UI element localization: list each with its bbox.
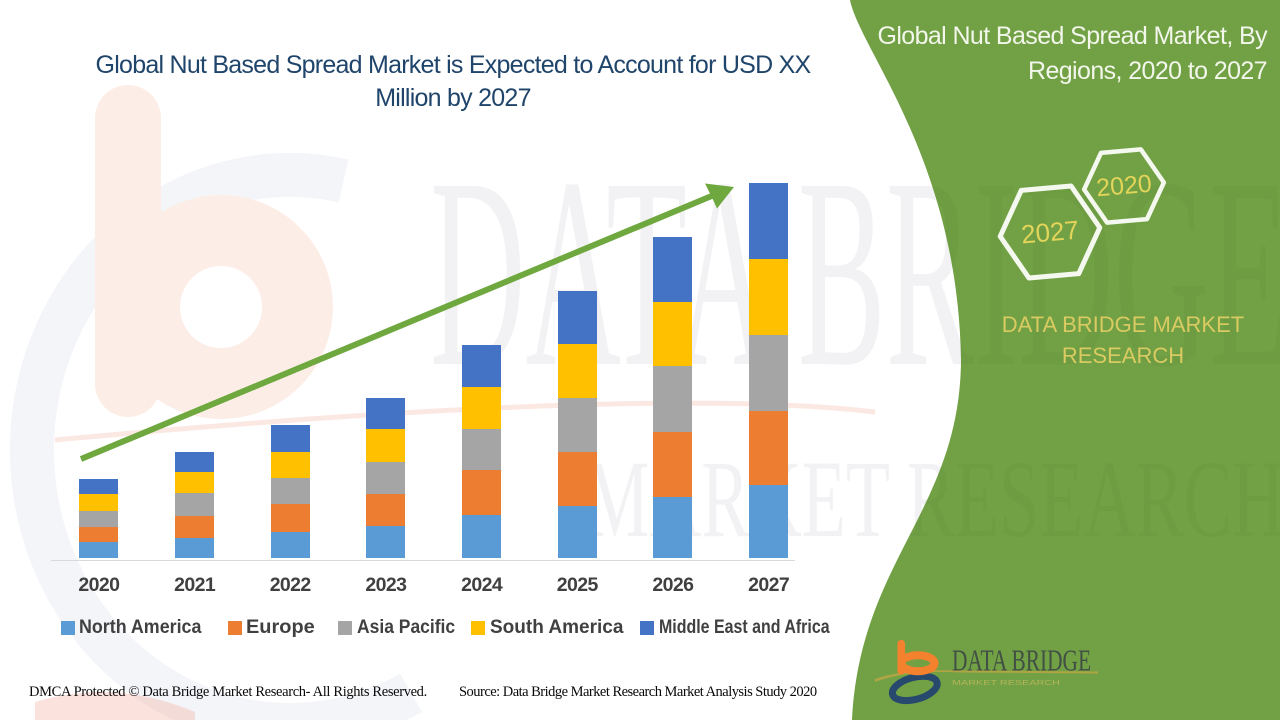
- svg-text:DATA BRIDGE: DATA BRIDGE: [952, 643, 1091, 678]
- svg-text:MARKET RESEARCH: MARKET RESEARCH: [952, 680, 1060, 687]
- svg-text:2027: 2027: [1020, 215, 1080, 250]
- svg-text:2020: 2020: [1095, 170, 1153, 203]
